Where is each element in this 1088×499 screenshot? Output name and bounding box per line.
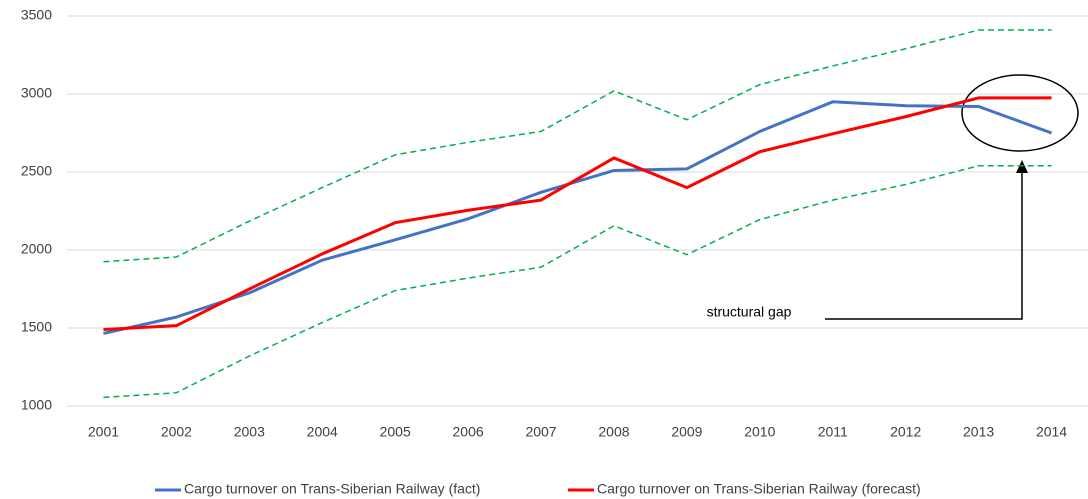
x-tick-label: 2011 — [818, 424, 848, 440]
x-tick-label: 2004 — [307, 424, 338, 440]
x-tick-label: 2013 — [963, 424, 994, 440]
x-tick-label: 2005 — [380, 424, 411, 440]
series-line — [103, 96, 1052, 332]
x-tick-label: 2009 — [671, 424, 702, 440]
legend-label: Cargo turnover on Trans-Siberian Railway… — [184, 481, 480, 497]
y-tick-label: 3000 — [21, 85, 52, 101]
y-tick-label: 1000 — [21, 397, 52, 413]
x-tick-label: 2008 — [598, 424, 629, 440]
x-tick-label: 2012 — [890, 424, 921, 440]
annotation: structural gap — [707, 304, 792, 320]
series-line — [103, 100, 1053, 335]
x-tick-label: 2002 — [161, 424, 192, 440]
series-line — [103, 165, 1052, 399]
x-tick-label: 2007 — [525, 424, 556, 440]
annotation-arrow — [825, 170, 1023, 320]
series-line — [103, 29, 1052, 263]
y-tick-label: 1500 — [21, 319, 52, 335]
y-tick-label: 2500 — [21, 163, 52, 179]
x-tick-label: 2010 — [744, 424, 775, 440]
x-tick-label: 2003 — [234, 424, 265, 440]
x-tick-label: 2014 — [1036, 424, 1067, 440]
x-tick-label: 2006 — [453, 424, 484, 440]
y-tick-label: 2000 — [21, 241, 52, 257]
legend-label: Cargo turnover on Trans-Siberian Railway… — [597, 481, 921, 497]
y-tick-label: 3500 — [21, 7, 52, 23]
x-tick-label: 2001 — [88, 424, 119, 440]
highlight-ellipse — [961, 74, 1079, 152]
